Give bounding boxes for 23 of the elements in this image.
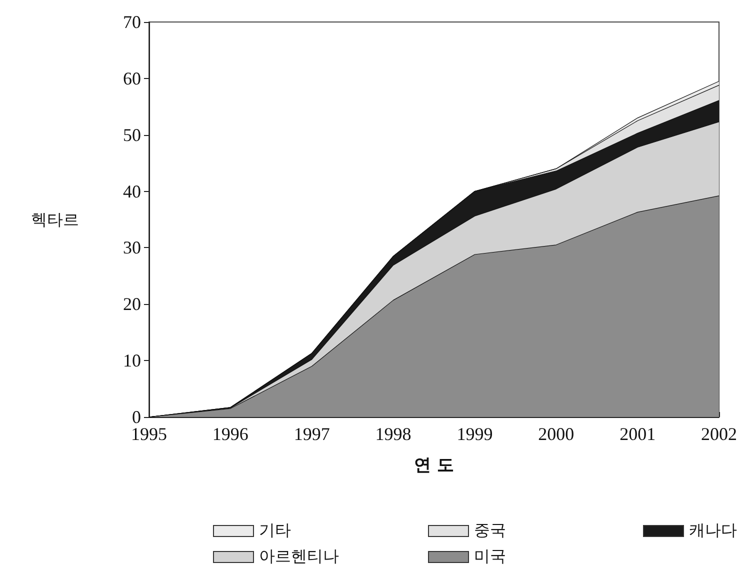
y-tick-label: 0 xyxy=(132,407,141,427)
y-tick-label: 30 xyxy=(123,238,141,258)
y-axis-title: 헥타르 xyxy=(31,210,79,229)
legend-label: 미국 xyxy=(474,546,506,566)
legend-label: 중국 xyxy=(474,520,506,540)
x-axis-title: 연 도 xyxy=(414,456,454,476)
x-tick-label: 1999 xyxy=(456,424,493,444)
legend-label: 아르헨티나 xyxy=(259,546,339,566)
x-tick-label: 2002 xyxy=(701,424,737,444)
y-tick-label: 40 xyxy=(123,181,141,202)
legend-label: 캐나다 xyxy=(689,520,737,540)
y-tick-label: 20 xyxy=(123,294,141,314)
legend-label: 기타 xyxy=(259,520,291,540)
x-tick-label: 2001 xyxy=(620,424,656,444)
x-tick-label: 1995 xyxy=(131,424,167,444)
x-tick-label: 1998 xyxy=(375,424,412,444)
y-tick-label: 50 xyxy=(123,124,141,145)
x-tick-label: 2000 xyxy=(538,424,574,444)
y-tick-label: 70 xyxy=(123,12,141,32)
x-tick-label: 1997 xyxy=(294,424,330,444)
x-tick-label: 1996 xyxy=(212,424,248,444)
y-tick-label: 10 xyxy=(123,350,141,371)
y-tick-label: 60 xyxy=(123,68,141,88)
